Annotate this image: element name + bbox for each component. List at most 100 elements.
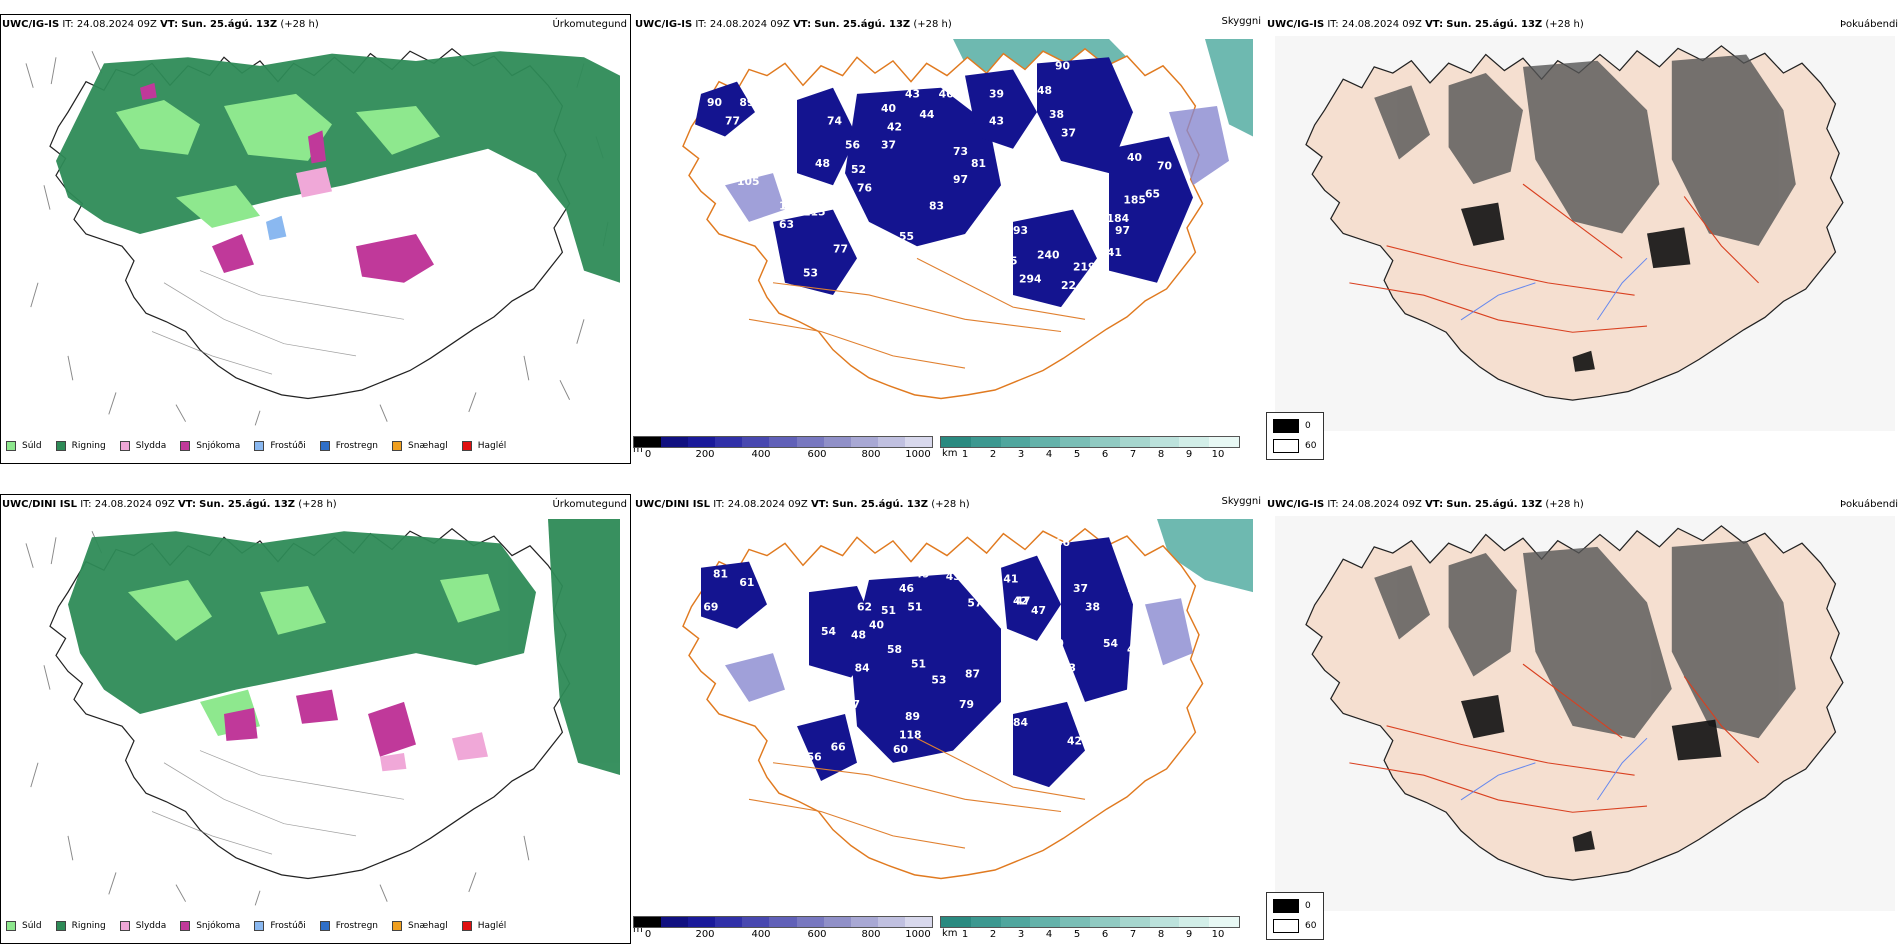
- legend-item: Slydda: [119, 441, 166, 451]
- legend-swatch: [254, 921, 265, 931]
- init-time: IT: 24.08.2024 09Z: [695, 19, 790, 30]
- cloud-label: 51: [911, 658, 926, 671]
- tick-label: 1: [961, 929, 969, 940]
- legend-swatch: [254, 441, 265, 451]
- cloud-label: 22: [1061, 279, 1076, 292]
- cloud-label: 55: [899, 230, 914, 243]
- fog-indicator: [1374, 54, 1796, 246]
- height-ticks: 0 200 400 600 800 1000: [633, 928, 933, 942]
- cloud-label: 40: [869, 619, 884, 632]
- panel-title: UWC/DINI ISL IT: 24.08.2024 09Z VT: Sun.…: [2, 499, 337, 511]
- cloud-label: 58: [887, 643, 902, 656]
- cloud-label: 97: [953, 173, 968, 186]
- cloud-label: 67: [1047, 680, 1062, 693]
- cloud-label: 56: [1025, 175, 1040, 188]
- cloud-label: 40: [1127, 151, 1142, 164]
- cloud-label: 43: [989, 114, 1004, 127]
- cloud-label: 53: [803, 267, 818, 280]
- cloud-label: 43: [905, 87, 920, 100]
- tick-label: 1: [961, 449, 969, 460]
- legend-item: Frostregn: [319, 921, 378, 931]
- tick-label: 4: [1045, 449, 1053, 460]
- legend-swatch: [119, 441, 130, 451]
- tick-label: 4: [1045, 929, 1053, 940]
- cloud-label: 56: [845, 139, 860, 152]
- cloud-label: 90: [707, 96, 722, 109]
- precip-legend: Súld Rigning Slydda Snjókoma Frostúði Fr…: [6, 441, 506, 451]
- drizzle-areas: [116, 93, 440, 228]
- precip-panel-bottom: UWC/DINI ISL IT: 24.08.2024 09Z VT: Sun.…: [0, 494, 631, 944]
- panel-variable-label: Úrkomutegund: [552, 19, 627, 30]
- cloud-label: 53: [931, 673, 946, 686]
- cloud-label: 66: [1055, 536, 1070, 549]
- fog-legend-bottom: 0 60: [1266, 892, 1324, 940]
- cloud-label: 48: [1037, 84, 1052, 97]
- cloud-label: 44: [919, 108, 934, 121]
- panel-variable-label: Þokuábendi: [1840, 499, 1899, 510]
- visibility-colorbar: 1 2 3 4 5 6 7 8 9 10: [940, 916, 1240, 942]
- cloud-label: 79: [959, 698, 974, 711]
- cloud-label: 92: [775, 600, 790, 613]
- cloud-label: 77: [833, 242, 848, 255]
- tick-label: 400: [751, 929, 771, 940]
- cloud-label: 57: [967, 597, 982, 610]
- legend-swatch: [180, 441, 191, 451]
- cloud-label: 42: [1013, 594, 1028, 607]
- height-colorbar: 0 200 400 600 800 1000: [633, 436, 933, 462]
- fog-legend-top-value: 0: [1305, 901, 1311, 911]
- cloud-label: 42: [887, 120, 902, 133]
- panel-title: UWC/IG-IS IT: 24.08.2024 09Z VT: Sun. 25…: [2, 19, 319, 31]
- cloud-label: 115: [803, 206, 826, 219]
- cloud-label: 49: [1049, 637, 1064, 650]
- valid-time: Sun. 25.ágú. 13Z: [1446, 19, 1543, 30]
- cloud-label: 83: [929, 200, 944, 213]
- valid-time-prefix: VT:: [177, 499, 196, 510]
- lead-time: (+28 h): [280, 19, 319, 30]
- cloud-label: 105: [995, 254, 1018, 267]
- cloud-base-light: [725, 106, 1229, 222]
- tick-label: 2: [989, 449, 997, 460]
- legend-swatch: [55, 921, 66, 931]
- tick-label: 10: [1211, 929, 1225, 940]
- cloud-label: 70: [1157, 159, 1172, 172]
- tick-label: 0: [644, 929, 652, 940]
- lead-time: (+28 h): [931, 499, 970, 510]
- cloud-label: 65: [1145, 187, 1160, 200]
- cloud-label: 84: [1013, 716, 1028, 729]
- model-source: UWC/IG-IS: [635, 19, 693, 30]
- cloud-label: 87: [965, 667, 980, 680]
- fog-legend-bottom-value: 60: [1305, 921, 1317, 931]
- lead-time: (+28 h): [1545, 499, 1584, 510]
- tick-label: 9: [1185, 929, 1193, 940]
- tick-label: 0: [644, 449, 652, 460]
- legend-item: Haglél: [461, 441, 506, 451]
- cloud-label: 77: [725, 114, 740, 127]
- panel-title: UWC/IG-IS IT: 24.08.2024 09Z VT: Sun. 25…: [1267, 499, 1584, 511]
- cloud-label: 101: [755, 236, 778, 249]
- cloud-label: 73: [773, 124, 788, 137]
- legend-item: Slydda: [119, 921, 166, 931]
- legend-item: Snjókoma: [180, 921, 240, 931]
- cloud-label: 105: [737, 175, 760, 188]
- panel-title: UWC/DINI ISL IT: 24.08.2024 09Z VT: Sun.…: [635, 499, 970, 511]
- panel-title: UWC/IG-IS IT: 24.08.2024 09Z VT: Sun. 25…: [1267, 19, 1584, 31]
- legend-swatch: [392, 441, 403, 451]
- cloud-label: 41: [1003, 572, 1018, 585]
- freezing-drizzle: [266, 215, 287, 241]
- tick-label: 1000: [905, 929, 931, 940]
- cloud-label: 66: [1067, 169, 1082, 182]
- tick-label: 1000: [905, 449, 931, 460]
- model-source: UWC/IG-IS: [2, 19, 60, 30]
- cloud-label: 57: [845, 698, 860, 711]
- valid-time-prefix: VT:: [810, 499, 829, 510]
- legend-item: Rigning: [55, 441, 106, 451]
- legend-item: Haglél: [461, 921, 506, 931]
- cloud-label: 81: [971, 157, 986, 170]
- valid-time-prefix: VT:: [160, 19, 179, 30]
- tick-label: 3: [1017, 929, 1025, 940]
- cloud-label: 40: [881, 102, 896, 115]
- init-time: IT: 24.08.2024 09Z: [62, 19, 157, 30]
- fog-map-top: [1275, 36, 1895, 431]
- tick-label: 600: [807, 929, 827, 940]
- visibility-colorbar-swatches: [940, 436, 1240, 448]
